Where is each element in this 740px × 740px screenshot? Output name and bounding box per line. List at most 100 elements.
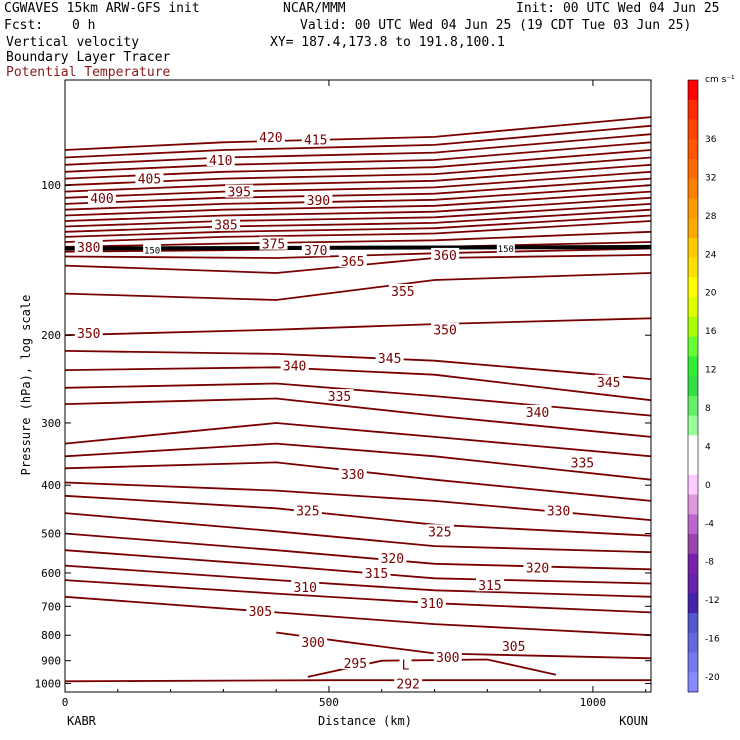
header-field-boundary-layer: Boundary Layer Tracer: [6, 50, 171, 65]
contour-label-bg: [388, 283, 417, 297]
contour-345: [64, 350, 652, 380]
contour-340: [64, 382, 652, 417]
colorbar-swatch: [688, 277, 698, 298]
colorbar-label: 36: [705, 135, 717, 145]
station-left: KABR: [67, 714, 97, 728]
colorbar-swatch: [688, 395, 698, 416]
contour-325: [64, 494, 652, 537]
contour-label: L: [402, 658, 410, 673]
colorbar-label: 0: [705, 481, 711, 491]
contour-label: 335: [571, 456, 594, 471]
contour-label: 320: [381, 552, 404, 567]
colorbar-label: -20: [705, 673, 720, 683]
header-fcst-value: 0 h: [72, 18, 96, 33]
y-tick-label: 200: [41, 329, 61, 342]
contour-label-bg: [299, 634, 328, 648]
contour-label: 340: [283, 359, 306, 374]
contour-390: [64, 220, 652, 243]
y-tick-label: 900: [41, 655, 61, 668]
contour-label: 320: [526, 561, 549, 576]
contour-label-bg: [135, 171, 164, 185]
y-tick-label: 500: [41, 528, 61, 541]
colorbar-label: 8: [705, 404, 711, 414]
contour-400: [64, 190, 652, 217]
colorbar-swatch: [688, 237, 698, 258]
contour-label: 340: [526, 406, 549, 421]
contour-label: 310: [293, 581, 316, 596]
contour-label: 310: [420, 597, 443, 612]
contour-315: [64, 564, 652, 598]
colorbar-swatch: [688, 514, 698, 535]
colorbar-swatch: [688, 494, 698, 515]
colorbar-swatch: [688, 297, 698, 318]
colorbar-label: -16: [705, 635, 720, 645]
contour-label-bg: [304, 192, 333, 206]
contour-label-bg: [341, 656, 370, 670]
header-org: NCAR/MMM: [283, 1, 346, 16]
contour-label-bg: [143, 241, 162, 255]
colorbar-label: -4: [705, 519, 714, 529]
y-tick-label: 600: [41, 567, 61, 580]
colorbar-swatch: [688, 336, 698, 357]
contour-416: [64, 133, 652, 166]
contour-label-bg: [399, 657, 412, 671]
contour-317: [64, 549, 652, 585]
contour-label-bg: [259, 236, 288, 250]
colorbar-swatch: [688, 99, 698, 120]
contour-label: 385: [214, 219, 237, 234]
contour-label-bg: [362, 565, 391, 579]
contour-label-bg: [338, 254, 367, 268]
station-right: KOUN: [619, 714, 648, 728]
contour-342: [64, 366, 652, 402]
contour-396: [64, 203, 652, 228]
contour-label-bg: [417, 596, 446, 610]
colorbar-swatch: [688, 672, 698, 693]
colorbar-swatch: [688, 356, 698, 377]
contour-label: 365: [341, 255, 364, 270]
contour-333: [64, 442, 652, 481]
contour-335: [64, 422, 652, 458]
contour-label: 345: [597, 376, 620, 391]
contour-337: [64, 397, 652, 438]
contour-label: 292: [396, 678, 419, 693]
contour-label-bg: [544, 503, 573, 517]
contour-label-bg: [431, 247, 460, 261]
contour-label-bg: [425, 524, 454, 538]
colorbar-unit: cm s⁻¹: [705, 75, 735, 85]
contour-414: [64, 141, 652, 173]
y-tick-label: 400: [41, 479, 61, 492]
contour-408: [64, 163, 652, 193]
colorbar-swatch: [688, 632, 698, 653]
colorbar-swatch: [688, 257, 698, 278]
contour-label: 315: [478, 579, 501, 594]
contour-label-bg: [74, 239, 103, 253]
contour-label-bg: [338, 467, 367, 481]
header-fcst-label: Fcst:: [4, 18, 44, 33]
colorbar-swatch: [688, 198, 698, 219]
contour-label: 315: [365, 567, 388, 582]
contour-292: [64, 679, 651, 683]
x-tick-label: 0: [62, 696, 69, 709]
contour-label: 150: [498, 245, 514, 255]
contour-406: [64, 170, 652, 199]
contour-label-bg: [594, 374, 623, 388]
contour-label-bg: [325, 389, 354, 403]
contour-350: [64, 317, 652, 337]
header-model: CGWAVES 15km ARW-GFS init: [4, 1, 200, 16]
contour-layer: [64, 116, 652, 683]
colorbar-swatch: [688, 534, 698, 555]
colorbar-label: 28: [705, 212, 717, 222]
y-tick-label: 800: [41, 629, 61, 642]
contour-418: [64, 124, 652, 159]
contour-label: 335: [328, 390, 351, 405]
contour-label-layer: 420 415 410 405 400 395 390 385 375 380 370 365 360 3…: [74, 129, 623, 693]
colorbar-swatch: [688, 553, 698, 574]
contour-label: 410: [209, 154, 232, 169]
contour-label-bg: [523, 560, 552, 574]
contour-label-bg: [433, 650, 462, 664]
contour-label: 390: [307, 194, 330, 209]
colorbar-swatch: [688, 474, 698, 495]
colorbar-swatch: [688, 178, 698, 199]
contour-label: 380: [77, 241, 100, 256]
